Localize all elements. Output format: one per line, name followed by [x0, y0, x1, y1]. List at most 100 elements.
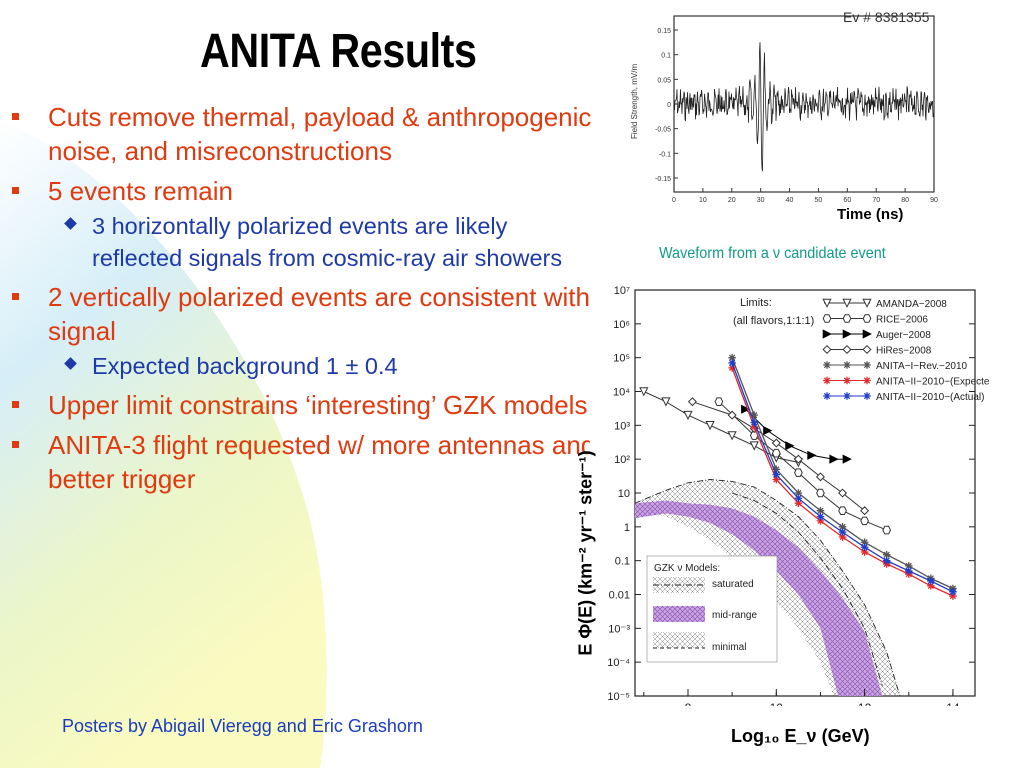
waveform-x-tick-label: 90	[930, 197, 938, 204]
limit-curves	[639, 353, 957, 600]
event-label: Ev # 8381355	[843, 9, 930, 25]
y-tick-label: 10⁶	[613, 319, 630, 331]
data-point	[749, 441, 759, 451]
data-point	[750, 423, 759, 431]
waveform-x-tick-label: 40	[786, 197, 794, 204]
data-point	[727, 431, 737, 441]
y-tick-label: 10²	[614, 454, 630, 466]
data-point	[728, 353, 736, 362]
y-tick-labels: 10⁷ 10⁶ 10⁵ 10⁴ 10³ 10² 10 1 0.1 0.01 10⁻³ 10⁻⁴ 10⁻⁵	[607, 285, 975, 703]
data-point	[785, 441, 795, 451]
y-tick-label: 10³	[614, 420, 630, 432]
waveform-x-tick-label: 0	[672, 197, 676, 204]
bullet-marker-icon	[12, 187, 19, 194]
waveform-x-tick-label: 60	[843, 197, 851, 204]
data-point	[842, 329, 852, 339]
x-tick-labels: 8 10 12 14	[643, 689, 960, 706]
data-point	[927, 582, 935, 590]
gzk-minimal-swatch	[653, 632, 705, 648]
waveform-y-tick-label: 0.15	[657, 28, 671, 35]
legend-item: RICE−2006	[822, 314, 928, 326]
y-tick-label: 10⁻³	[608, 623, 630, 635]
waveform-x-tick-label: 10	[699, 197, 707, 204]
data-point	[838, 523, 847, 531]
waveform-y-tick-label: -0.05	[655, 127, 671, 134]
x-tick-label: 14	[946, 701, 960, 706]
y-tick-label: 10⁷	[614, 285, 630, 297]
data-point	[829, 454, 839, 464]
series-line	[643, 391, 799, 463]
y-tick-label: 10⁻⁴	[607, 657, 630, 669]
data-point	[862, 329, 872, 339]
bullet-item: Cuts remove thermal, payload & anthropog…	[12, 100, 602, 168]
data-point	[772, 465, 781, 474]
data-point	[661, 397, 671, 407]
bullet-item: 5 events remain	[12, 174, 602, 208]
series-6	[728, 359, 957, 596]
data-point	[763, 425, 773, 436]
legend-label: AMANDA−2008	[876, 299, 947, 310]
data-point	[683, 410, 693, 421]
waveform-caption: Waveform from a ν candidate event	[659, 245, 886, 262]
y-tick-label: 10⁻⁵	[607, 691, 630, 703]
data-point	[823, 392, 831, 400]
data-point	[927, 577, 935, 585]
data-point	[822, 298, 832, 308]
data-point	[816, 506, 825, 515]
data-point	[705, 421, 715, 431]
data-point	[816, 512, 825, 521]
legend-label: ANITA−I−Rev.−2010	[876, 361, 968, 372]
bullet-marker-icon	[12, 401, 19, 408]
bullet-item: ANITA-3 flight requested w/ more antenna…	[12, 428, 602, 496]
data-point	[862, 314, 872, 323]
data-point	[863, 376, 871, 385]
legend-subtitle: (all flavors,1:1:1)	[733, 315, 814, 327]
waveform-y-tick-label: 0.1	[661, 53, 671, 60]
waveform-x-tick-label: 70	[872, 197, 880, 204]
data-point	[750, 411, 759, 419]
data-point	[882, 525, 892, 535]
data-point	[728, 364, 736, 372]
data-point	[860, 506, 870, 516]
data-point	[860, 543, 869, 552]
gzk-legend-title: GZK ν Models:	[654, 563, 720, 574]
data-point	[882, 550, 891, 559]
data-point	[823, 376, 831, 385]
waveform-ylabel: Field Strength, mV/m	[630, 64, 639, 139]
legend-item: Auger−2008	[822, 329, 931, 341]
y-tick-label: 10	[618, 488, 630, 500]
data-point	[794, 489, 803, 497]
data-point	[771, 438, 781, 448]
data-point	[863, 392, 871, 400]
x-tick-label: 8	[685, 701, 692, 706]
diamond-bullet-icon	[64, 357, 77, 370]
waveform-trace	[673, 42, 935, 172]
data-point	[838, 528, 847, 536]
legend-item: AMANDA−2008	[822, 298, 947, 310]
data-point	[842, 298, 852, 308]
gzk-minimal-label: minimal	[712, 642, 746, 653]
data-point	[904, 562, 913, 570]
gzk-midrange-swatch	[653, 606, 705, 622]
data-point	[843, 392, 851, 400]
waveform-xlabel: Time (ns)	[837, 206, 904, 223]
gzk-saturated-outline	[634, 479, 901, 697]
data-point	[862, 298, 872, 308]
data-point	[728, 359, 736, 367]
gzk-center-line	[731, 492, 883, 686]
data-point	[823, 361, 831, 369]
data-point	[822, 344, 832, 355]
data-point	[687, 397, 697, 407]
series-line	[718, 401, 887, 531]
data-point	[822, 314, 832, 323]
bullet-marker-icon	[12, 293, 19, 300]
limits-xlabel: Log₁₀ E_ν (GeV)	[731, 726, 870, 746]
slide-title: ANITA Results	[200, 25, 477, 78]
waveform-y-ticks: 0.15 0.1 0.05 0 -0.05 -0.1 -0.15	[655, 28, 678, 183]
legend-label: Auger−2008	[876, 330, 931, 341]
sub-bullet-item: Expected background 1 ± 0.4	[12, 350, 602, 382]
data-point	[714, 397, 724, 406]
data-point	[842, 454, 852, 464]
data-point	[772, 475, 781, 484]
